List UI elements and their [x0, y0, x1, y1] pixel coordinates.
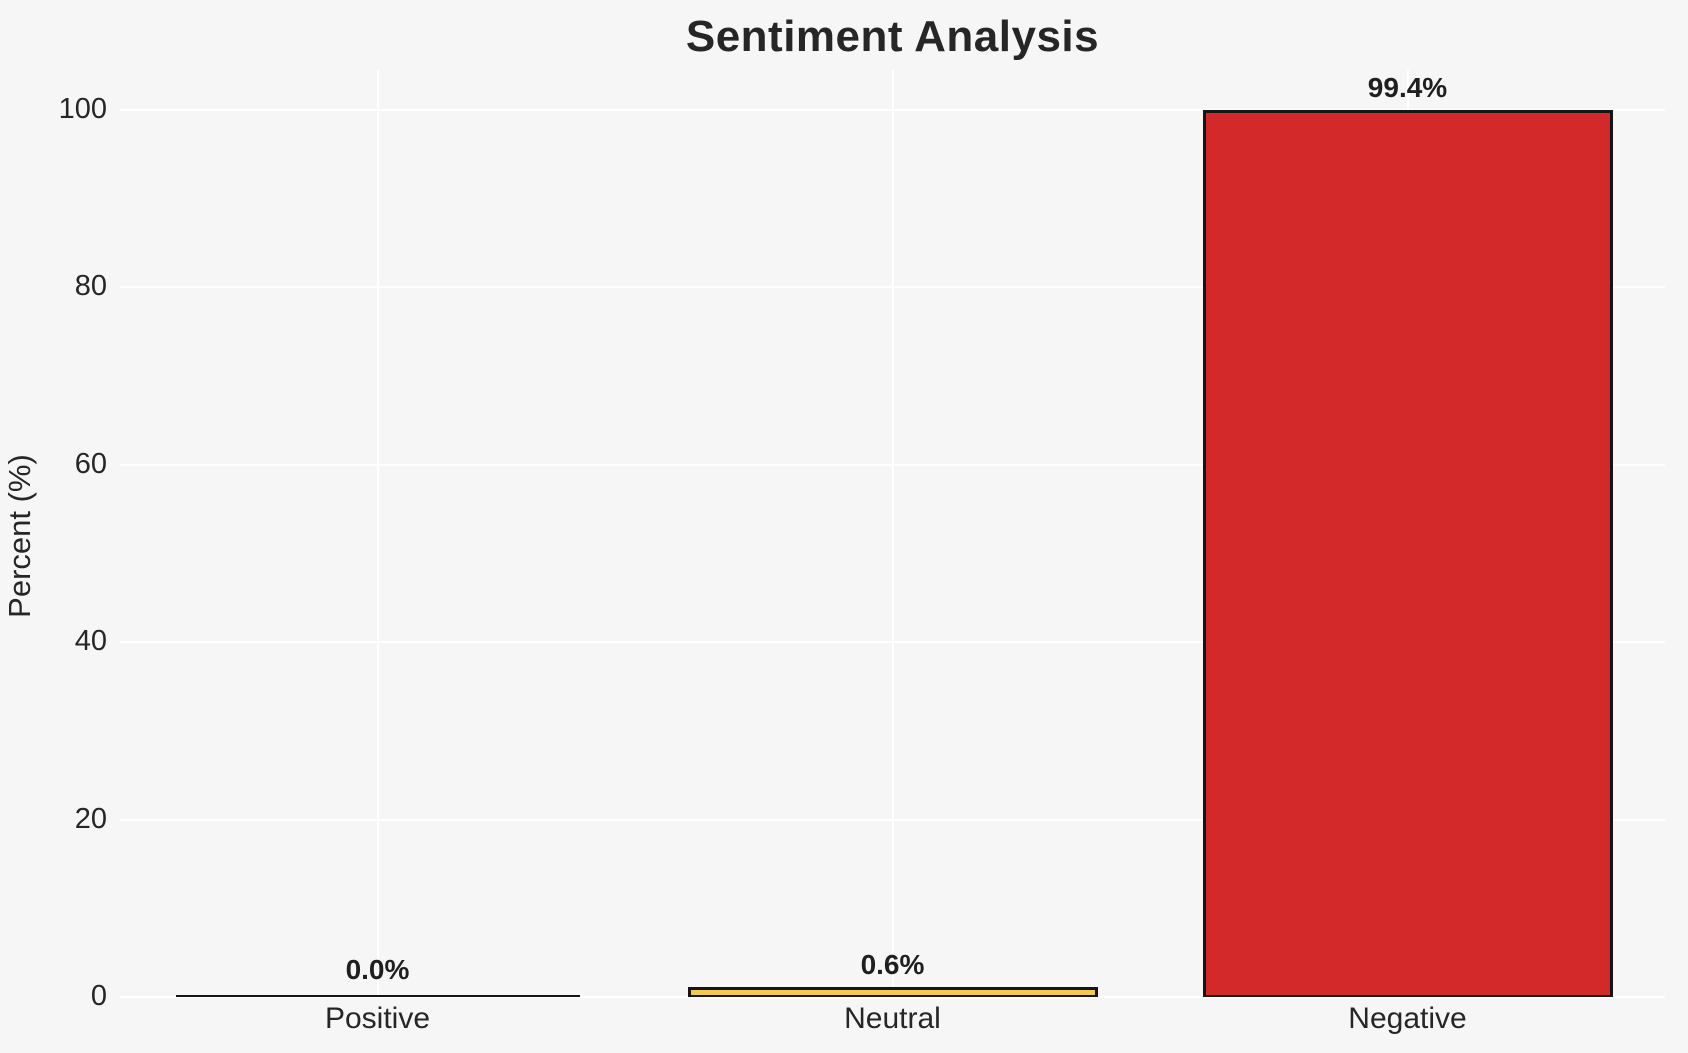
x-tick-label-positive: Positive [324, 1002, 431, 1035]
plot-area [120, 70, 1665, 998]
bar-neutral [687, 987, 1098, 997]
y-tick-label: 80 [74, 270, 107, 303]
y-tick-label: 100 [58, 92, 107, 125]
y-tick-label: 0 [90, 980, 107, 1012]
y-tick-label: 20 [74, 802, 107, 835]
bar-value-label: 99.4% [1367, 72, 1448, 103]
chart-title: Sentiment Analysis [685, 12, 1100, 61]
x-tick-label-negative: Negative [1348, 1002, 1467, 1035]
x-tick-label-neutral: Neutral [844, 1002, 941, 1035]
gridline-vertical [376, 70, 379, 997]
bar-positive [175, 995, 580, 997]
bar-negative [1202, 110, 1613, 997]
gridline-horizontal [120, 996, 1665, 998]
bar-value-label: 0.0% [345, 954, 410, 985]
bar-value-label: 0.6% [860, 949, 925, 980]
gridline-vertical [891, 70, 894, 997]
y-tick-label: 60 [74, 447, 107, 480]
y-axis-title: Percent (%) [2, 454, 37, 618]
y-tick-label: 40 [74, 625, 107, 658]
